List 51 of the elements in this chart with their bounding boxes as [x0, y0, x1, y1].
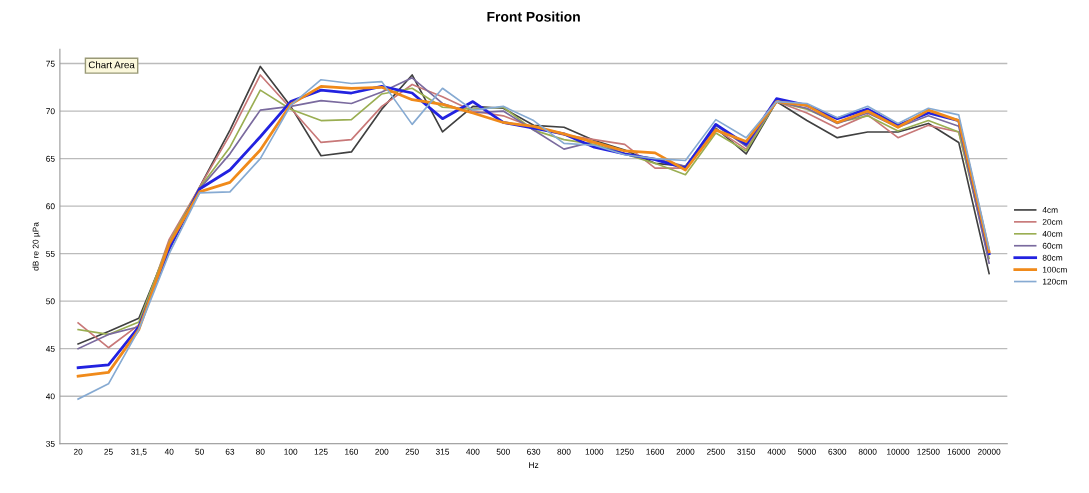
y-tick-label: 35 [46, 440, 55, 447]
legend-label: 4cm [1042, 207, 1058, 213]
x-tick-label: 31,5 [131, 448, 147, 456]
x-tick-label: 2500 [706, 448, 725, 455]
x-tick-label: 25 [104, 448, 113, 455]
y-tick-label: 65 [46, 155, 55, 162]
annotation: Chart Area [88, 61, 135, 69]
x-tick-label: 5000 [797, 448, 816, 455]
x-tick-label: 315 [435, 448, 450, 455]
x-tick-label: 80 [256, 448, 265, 455]
x-tick-label: 20000 [977, 448, 1001, 455]
legend-label: 80cm [1042, 254, 1063, 261]
x-tick-label: 40 [164, 448, 174, 455]
x-tick-label: 630 [527, 448, 541, 455]
y-tick-label: 60 [46, 203, 55, 210]
x-tick-label: 50 [195, 448, 204, 455]
x-tick-label: 6300 [828, 448, 847, 455]
y-tick-label: 70 [46, 108, 55, 115]
x-tick-label: 8000 [858, 448, 877, 455]
x-tick-label: 200 [375, 448, 389, 455]
legend-label: 20cm [1042, 218, 1063, 225]
legend-label: 60cm [1042, 242, 1063, 249]
x-tick-label: 800 [557, 448, 571, 455]
x-tick-label: 1600 [646, 448, 665, 455]
legend-label: 100cm [1042, 266, 1067, 273]
chart-title: Front Position [487, 11, 580, 22]
x-tick-label: 12500 [917, 448, 940, 455]
x-axis-title: Hz [529, 462, 539, 468]
y-tick-label: 40 [45, 393, 55, 400]
y-axis-title: dB re 20 µPa [32, 222, 41, 271]
x-tick-label: 1000 [585, 448, 604, 455]
y-tick-label: 50 [46, 298, 55, 305]
x-tick-label: 2000 [676, 448, 695, 455]
x-tick-label: 20 [73, 448, 83, 455]
y-tick-label: 75 [46, 60, 55, 67]
x-tick-label: 400 [466, 448, 480, 455]
x-tick-label: 500 [496, 448, 510, 455]
x-tick-label: 63 [225, 448, 235, 455]
x-tick-label: 100 [284, 448, 298, 455]
x-tick-label: 1250 [616, 448, 634, 455]
x-tick-label: 3150 [737, 448, 756, 455]
x-tick-label: 250 [405, 448, 419, 455]
x-tick-label: 10000 [887, 448, 910, 455]
legend-label: 40cm [1042, 230, 1063, 237]
y-tick-label: 55 [46, 250, 55, 257]
x-tick-label: 4000 [767, 448, 786, 455]
x-tick-label: 16000 [947, 448, 970, 455]
legend-label: 120cm [1042, 278, 1067, 285]
x-tick-label: 125 [314, 448, 328, 455]
y-tick-label: 45 [45, 345, 55, 352]
x-tick-label: 160 [345, 448, 359, 455]
